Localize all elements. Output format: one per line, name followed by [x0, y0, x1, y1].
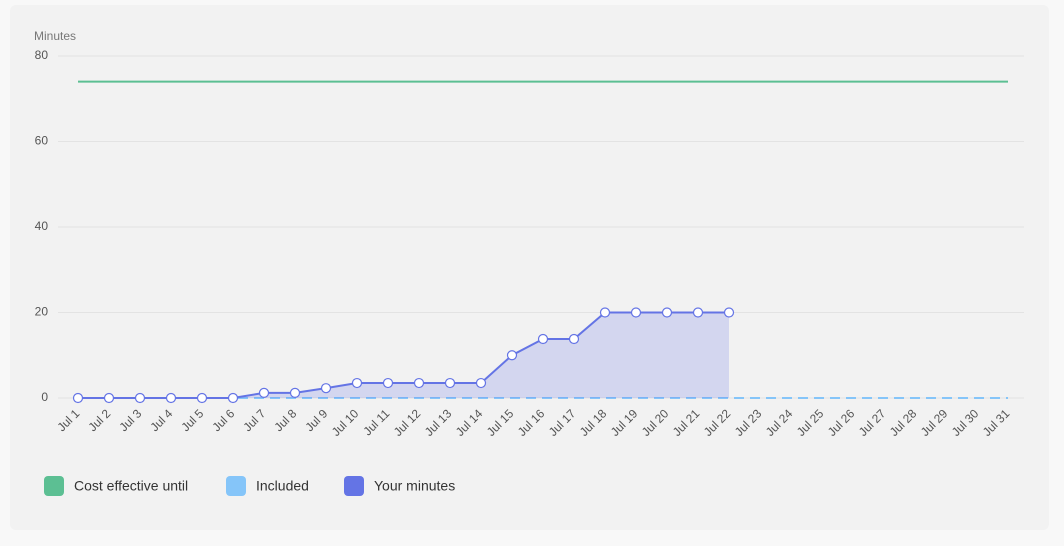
point	[475, 377, 487, 389]
point	[630, 307, 642, 318]
legend-swatch	[44, 476, 64, 496]
point	[258, 387, 270, 398]
point	[134, 392, 146, 404]
y-tick-label: 20	[35, 305, 49, 319]
legend-label: Cost effective until	[74, 478, 188, 494]
legend-swatch	[344, 476, 364, 496]
y-tick-label: 80	[35, 48, 49, 62]
point	[196, 392, 208, 404]
point	[227, 392, 239, 404]
y-axis-label: Minutes	[34, 29, 76, 43]
y-tick-label: 40	[35, 219, 49, 233]
point	[692, 307, 704, 318]
point	[382, 377, 394, 389]
point	[444, 377, 456, 389]
point	[723, 307, 735, 318]
point	[72, 392, 84, 404]
point	[413, 377, 425, 389]
legend-label: Your minutes	[374, 478, 455, 494]
legend-label: Included	[256, 478, 309, 494]
point	[351, 377, 363, 389]
point	[103, 392, 115, 404]
point	[661, 307, 673, 318]
point	[289, 387, 301, 398]
line	[78, 311, 729, 399]
point	[537, 333, 549, 345]
point	[320, 383, 332, 394]
y-tick-label: 0	[41, 390, 48, 404]
card	[10, 5, 1049, 530]
point	[599, 307, 611, 318]
legend-swatch	[226, 476, 246, 496]
y-tick-label: 60	[35, 134, 49, 148]
point	[506, 350, 518, 361]
area	[78, 312, 729, 398]
point	[568, 333, 580, 345]
point	[165, 392, 177, 404]
